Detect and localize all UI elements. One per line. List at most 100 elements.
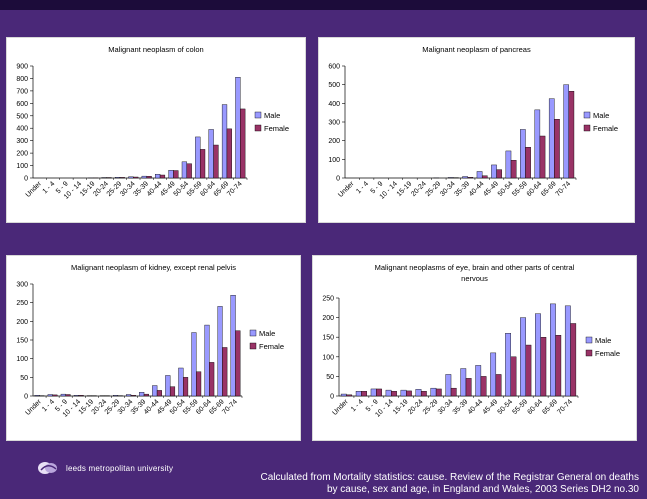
bar-female	[235, 330, 241, 397]
y-tick-label: 900	[16, 64, 28, 71]
bar-female	[196, 371, 202, 397]
legend-label-male: Male	[595, 336, 611, 345]
y-tick-label: 200	[322, 315, 334, 322]
bar-male	[126, 394, 132, 397]
bar-male	[563, 84, 569, 179]
bar-female	[346, 394, 353, 397]
bar-female	[554, 118, 560, 179]
bar-female	[78, 395, 84, 397]
y-tick-label: 100	[328, 157, 340, 164]
x-tick-label: 70-74	[221, 398, 239, 416]
bar-female	[156, 390, 162, 397]
x-tick-label: 55-59	[512, 398, 530, 416]
y-tick-label: 250	[322, 296, 334, 303]
y-tick-label: 500	[16, 113, 28, 120]
y-tick-label: 0	[330, 394, 334, 401]
bar-male	[114, 177, 121, 179]
bar-male	[340, 393, 347, 397]
bar-female	[495, 374, 502, 397]
bar-male	[34, 395, 40, 397]
x-tick-label: 25-29	[422, 398, 440, 416]
bar-female	[568, 91, 575, 179]
legend-swatch-female	[583, 124, 591, 132]
bar-female	[570, 323, 577, 397]
bar-male	[491, 164, 497, 179]
x-tick-label: Under	[25, 180, 44, 199]
bar-female	[496, 169, 502, 179]
y-tick-label: 400	[328, 101, 340, 108]
university-logo-icon	[38, 462, 57, 474]
bar-female	[169, 386, 176, 397]
bar-male	[490, 352, 497, 397]
bar-male	[47, 394, 53, 397]
bar-female	[555, 335, 562, 397]
x-tick-label: 70-74	[555, 180, 573, 198]
chart-pancreas: Malignant neoplasm of pancreas 0 100 200 300…	[328, 45, 618, 201]
bar-male	[445, 374, 452, 397]
legend-label-male: Male	[593, 111, 609, 120]
legend-swatch-female	[254, 124, 262, 132]
logo-text: leeds metropolitan university	[66, 463, 174, 473]
chart-panel-pancreas: Malignant neoplasm of pancreas 0 100 200 300…	[318, 37, 635, 223]
bar-female	[226, 128, 232, 179]
x-tick-label: 20-24	[410, 180, 428, 198]
bar-male	[178, 367, 184, 397]
bar-male	[208, 129, 214, 179]
x-tick-label: 65-69	[541, 398, 559, 416]
bar-female	[52, 394, 58, 397]
x-tick-label: 40-44	[468, 180, 486, 198]
bar-male	[195, 136, 201, 179]
y-tick-label: 600	[16, 101, 28, 108]
bar-male	[520, 129, 526, 179]
y-tick-label: 700	[16, 88, 28, 95]
bar-female	[199, 149, 206, 179]
bar-female	[143, 393, 149, 397]
bar-male	[139, 392, 145, 397]
x-tick-label: 1 - 4	[41, 398, 56, 413]
x-tick-label: Under	[331, 398, 350, 417]
y-tick-label: 200	[328, 138, 340, 145]
chart-eye-brain: Malignant neoplasms of eye, brain and ot…	[322, 263, 620, 419]
chart-title: Malignant neoplasm of kidney, except ren…	[71, 263, 236, 272]
university-logo: leeds metropolitan university	[36, 457, 173, 479]
bar-female	[525, 344, 532, 397]
bar-female	[186, 163, 192, 179]
chart-title: Malignant neoplasm of colon	[108, 45, 203, 54]
x-tick-label: 50-54	[497, 180, 515, 198]
bar-female	[435, 388, 442, 397]
bar-female	[539, 135, 546, 179]
bar-male	[535, 313, 541, 397]
citation-line-1: Calculated from Mortality statistics: ca…	[260, 472, 640, 483]
legend-swatch-male	[249, 329, 257, 337]
bar-male	[462, 176, 468, 179]
y-tick-label: 100	[322, 354, 334, 361]
x-tick-label: 15-19	[392, 398, 410, 416]
legend-label-female: Female	[264, 124, 289, 133]
y-tick-label: 50	[20, 375, 28, 382]
bar-male	[505, 333, 511, 397]
bar-male	[168, 170, 174, 179]
bar-male	[155, 174, 161, 179]
x-tick-label: 1 - 4	[42, 180, 57, 195]
bar-female	[65, 394, 71, 397]
chart-panel-colon: Malignant neoplasm of colon 0 100 200 300 400…	[6, 37, 306, 223]
bar-female	[119, 177, 125, 179]
legend-label-female: Female	[593, 124, 618, 133]
chart-title: Malignant neoplasms of eye, brain and ot…	[375, 263, 575, 272]
y-tick-label: 200	[16, 151, 28, 158]
bar-male	[60, 393, 66, 397]
y-tick-label: 300	[328, 120, 340, 127]
x-tick-label: 25-29	[425, 180, 443, 198]
bar-male	[217, 306, 223, 397]
y-tick-label: 800	[16, 76, 28, 83]
bar-male	[400, 389, 407, 397]
x-tick-label: 60-64	[526, 180, 544, 198]
chart-panel-kidney: Malignant neoplasm of kidney, except ren…	[6, 255, 301, 441]
bar-male	[475, 365, 482, 397]
x-tick-label: 40-44	[467, 398, 485, 416]
x-tick-label: Under	[337, 180, 356, 199]
bar-male	[355, 391, 362, 397]
y-tick-label: 300	[16, 138, 28, 145]
bar-female	[376, 388, 382, 397]
chart-title: nervous	[461, 274, 488, 283]
